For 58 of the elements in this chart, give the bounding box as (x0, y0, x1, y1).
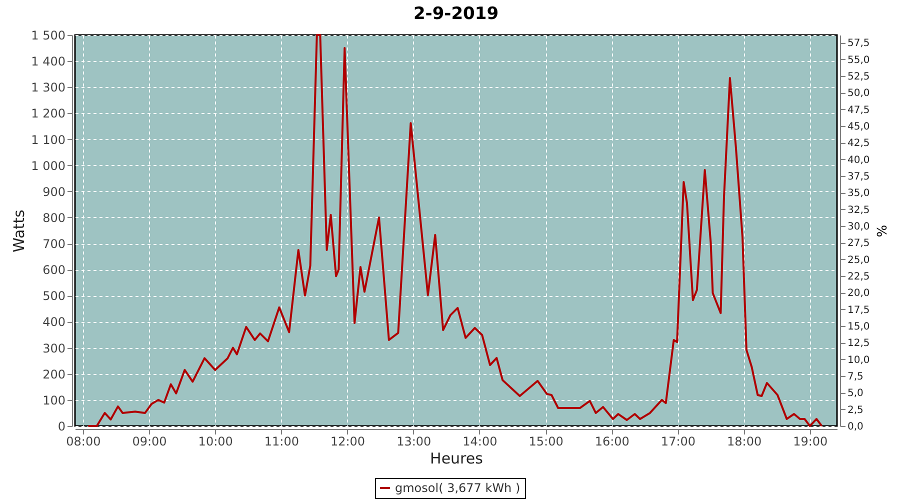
x-tick-label: 17:00 (660, 434, 696, 448)
y2-tick-label: 7,5 (848, 372, 864, 382)
y-tick-label: 500 (42, 289, 66, 304)
y2-tick-label: 35,0 (848, 188, 870, 200)
x-tick-label: 12:00 (330, 434, 366, 448)
y-tick-label: 400 (42, 315, 66, 330)
x-tick-label: 09:00 (132, 434, 167, 448)
y-tick-label: 700 (42, 237, 66, 252)
x-tick-label: 19:00 (793, 434, 828, 448)
y-tick-label: 1 200 (31, 106, 66, 121)
x-tick-label: 08:00 (66, 434, 101, 448)
y2-tick-label: 22,5 (848, 272, 870, 282)
y-tick-label: 200 (42, 367, 66, 382)
x-tick-label: 10:00 (198, 434, 233, 448)
y2-tick-label: 50,0 (848, 88, 870, 100)
y-tick-label: 100 (42, 393, 66, 408)
y-tick-label: 0 (58, 420, 66, 434)
x-tick-label: 16:00 (594, 434, 630, 448)
line-series (87, 34, 823, 427)
y2-tick-label: 57,5 (848, 38, 870, 50)
y2-tick-label: 2,5 (848, 404, 864, 416)
x-tick-label: 13:00 (396, 434, 432, 448)
chart-title: 2-9-2019 (413, 4, 499, 24)
y2-axis-title: % (872, 224, 888, 238)
y2-tick-label: 45,0 (848, 122, 870, 132)
y2-tick-label: 52,5 (848, 72, 870, 82)
y2-tick-label: 32,5 (848, 204, 870, 216)
y2-tick-label: 47,5 (848, 104, 870, 116)
y-tick-label: 1 100 (31, 132, 66, 147)
y2-tick-label: 42,5 (848, 138, 870, 150)
y-tick-label: 1 400 (31, 54, 66, 69)
y-axis-title: Watts (10, 210, 28, 252)
y-tick-label: 1 500 (31, 28, 66, 42)
x-tick-label: 11:00 (264, 434, 299, 448)
y-tick-label: 900 (42, 184, 66, 199)
legend-label: gmosol( 3,677 kWh ) (395, 481, 520, 495)
y-tick-label: 600 (42, 263, 66, 278)
x-axis-title: Heures (430, 450, 484, 468)
y-tick-label: 1 300 (31, 80, 66, 95)
y2-tick-label: 25,0 (848, 254, 870, 266)
y2-tick-label: 15,0 (848, 322, 870, 332)
y2-tick-label: 5,0 (848, 388, 864, 400)
y-tick-label: 800 (42, 210, 66, 225)
y2-tick-label: 55,0 (848, 54, 870, 66)
y2-tick-label: 0,0 (848, 422, 864, 432)
x-tick-label: 14:00 (462, 434, 498, 448)
x-tick-label: 18:00 (727, 434, 762, 448)
y-tick-label: 300 (42, 341, 66, 356)
y2-tick-label: 30,0 (848, 222, 870, 232)
x-tick-label: 15:00 (528, 434, 564, 448)
y2-tick-label: 40,0 (848, 154, 870, 166)
y2-tick-label: 17,5 (848, 304, 870, 316)
y2-tick-label: 37,5 (848, 172, 870, 182)
y2-tick-label: 27,5 (848, 238, 870, 250)
y2-tick-label: 12,5 (848, 338, 870, 350)
y-tick-label: 1 000 (31, 158, 66, 173)
y2-tick-label: 10,0 (848, 354, 870, 366)
y2-tick-label: 20,0 (848, 288, 870, 300)
